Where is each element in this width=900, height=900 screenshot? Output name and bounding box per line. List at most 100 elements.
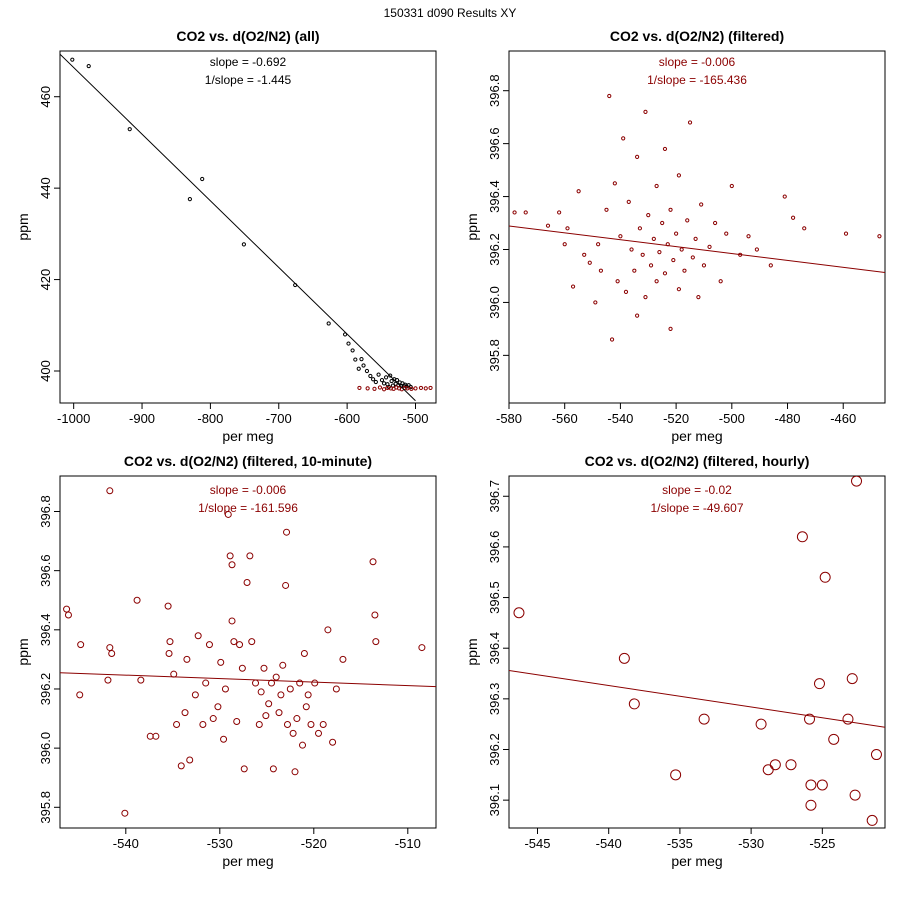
y-tick-label: 400	[38, 360, 53, 382]
data-point	[662, 271, 668, 276]
data-point	[346, 341, 351, 346]
data-point	[679, 247, 684, 252]
data-point	[76, 691, 84, 699]
data-point	[609, 337, 615, 342]
data-point	[618, 234, 623, 239]
data-point	[199, 720, 207, 728]
data-point	[870, 749, 882, 761]
data-layer	[509, 93, 885, 342]
data-point	[596, 242, 601, 247]
data-point	[690, 255, 695, 260]
y-tick-label: 396.4	[38, 614, 53, 647]
y-axis-label: ppm	[464, 638, 480, 665]
data-point	[342, 332, 348, 337]
data-point	[877, 234, 882, 239]
y-tick-label: 396.3	[487, 683, 502, 716]
x-tick-label: -460	[830, 411, 856, 426]
y-tick-label: 396.7	[487, 480, 502, 513]
data-point	[221, 685, 229, 693]
data-point	[562, 242, 567, 247]
data-point	[104, 676, 112, 684]
plot-frame	[508, 475, 886, 829]
chart-panel-1: CO2 vs. d(O2/N2) (all)-1000 -900 -800 -700-…	[15, 28, 437, 444]
data-point	[587, 260, 592, 265]
data-point	[106, 487, 114, 495]
data-point	[376, 372, 381, 377]
data-point	[170, 670, 178, 678]
inverse-slope-label: 1/slope = -165.436	[647, 73, 747, 87]
data-point	[405, 386, 410, 391]
data-point	[152, 732, 160, 740]
inverse-slope-label: 1/slope = -161.596	[198, 501, 298, 515]
data-point	[849, 789, 861, 801]
data-point	[181, 709, 189, 717]
fit-line	[509, 669, 885, 728]
x-tick-label: -900	[129, 411, 155, 426]
data-point	[512, 210, 517, 215]
data-point	[230, 638, 238, 646]
data-point	[696, 295, 701, 300]
data-point	[372, 386, 377, 391]
plot-frame	[59, 50, 437, 404]
y-tick-label: 396.6	[487, 531, 502, 564]
data-point	[146, 732, 154, 740]
data-point	[790, 215, 796, 220]
y-axis: 395.8 396.0 396.2 396.4 396.6 396.8	[38, 495, 60, 824]
data-point	[423, 386, 428, 391]
data-point	[816, 779, 828, 791]
data-point	[248, 638, 256, 646]
data-point	[265, 700, 273, 708]
data-point	[646, 212, 651, 218]
slope-label: slope = -0.006	[210, 483, 287, 497]
data-point	[607, 93, 612, 99]
data-point	[289, 729, 297, 737]
data-layer	[60, 487, 436, 817]
data-point	[350, 348, 355, 353]
y-tick-label: 396.0	[38, 732, 53, 765]
data-point	[324, 626, 332, 634]
x-tick-label: -480	[775, 411, 801, 426]
fit-line	[60, 672, 436, 688]
data-point	[762, 764, 774, 776]
data-point	[166, 638, 174, 646]
data-point	[293, 715, 301, 723]
x-axis: -1000 -900 -800 -700 -600 -500	[57, 403, 429, 426]
series-all	[70, 57, 413, 390]
data-point	[828, 733, 840, 745]
x-tick-label: -500	[402, 411, 428, 426]
data-point	[635, 313, 640, 318]
data-point	[127, 127, 132, 132]
data-point	[238, 664, 246, 672]
y-tick-label: 440	[38, 177, 53, 199]
data-point	[326, 321, 331, 326]
y-tick-label: 420	[38, 269, 53, 291]
data-point	[233, 718, 241, 726]
data-point	[698, 713, 710, 725]
data-point	[657, 250, 662, 255]
data-point	[785, 759, 797, 771]
data-point	[307, 720, 315, 728]
data-point	[428, 385, 433, 391]
data-point	[674, 231, 679, 236]
chart-title: CO2 vs. d(O2/N2) (filtered, 10-minute)	[124, 453, 372, 469]
chart-title: CO2 vs. d(O2/N2) (filtered)	[610, 28, 784, 44]
data-point	[676, 287, 681, 292]
data-point	[660, 220, 665, 226]
data-point	[724, 231, 729, 236]
data-point	[357, 385, 362, 391]
y-tick-label: 395.8	[487, 339, 502, 372]
data-point	[361, 363, 366, 368]
data-point	[70, 57, 75, 62]
data-point	[373, 379, 378, 385]
data-point	[842, 713, 854, 725]
x-tick-label: -560	[552, 411, 578, 426]
data-point	[329, 738, 337, 746]
x-tick-label: -530	[207, 836, 233, 851]
y-tick-label: 396.1	[487, 784, 502, 817]
data-point	[843, 231, 849, 236]
data-point	[623, 289, 629, 294]
y-tick-label: 396.8	[487, 74, 502, 107]
y-tick-label: 396.2	[38, 673, 53, 706]
data-point	[255, 720, 263, 728]
y-axis: 395.8 396.0 396.2 396.4 396.6 396.8	[487, 74, 509, 372]
